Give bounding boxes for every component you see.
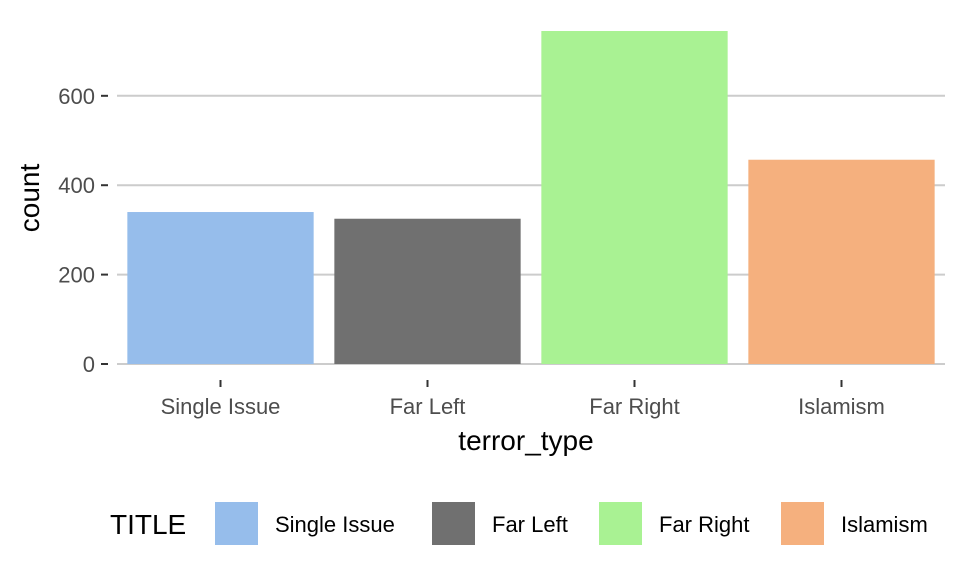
- bar-islamism: [748, 159, 935, 364]
- x-axis-title: terror_type: [458, 425, 593, 456]
- legend-key: [599, 502, 642, 545]
- bar-far-left: [334, 218, 521, 364]
- legend-key: [432, 502, 475, 545]
- bar-far-right: [541, 31, 728, 364]
- bars: [127, 31, 935, 364]
- bar-single-issue: [127, 212, 314, 364]
- legend-label: Islamism: [841, 512, 928, 537]
- x-tick-label: Far Right: [589, 394, 679, 419]
- legend: TITLE Single Issue Far Left Far Right Islam…: [110, 502, 928, 545]
- y-axis-title: count: [14, 164, 45, 233]
- legend-label: Single Issue: [275, 512, 395, 537]
- y-tick-label: 400: [58, 173, 95, 198]
- legend-title: TITLE: [110, 509, 186, 540]
- y-tick-label: 600: [58, 84, 95, 109]
- axes: 0 200 400 600 Single Issue Far Left Far Right I…: [58, 84, 885, 419]
- legend-label: Far Left: [492, 512, 568, 537]
- y-tick-label: 0: [83, 352, 95, 377]
- x-tick-label: Far Left: [390, 394, 466, 419]
- legend-key: [781, 502, 824, 545]
- legend-key: [215, 502, 258, 545]
- x-tick-label: Single Issue: [161, 394, 281, 419]
- y-tick-label: 200: [58, 263, 95, 288]
- x-tick-label: Islamism: [798, 394, 885, 419]
- legend-label: Far Right: [659, 512, 749, 537]
